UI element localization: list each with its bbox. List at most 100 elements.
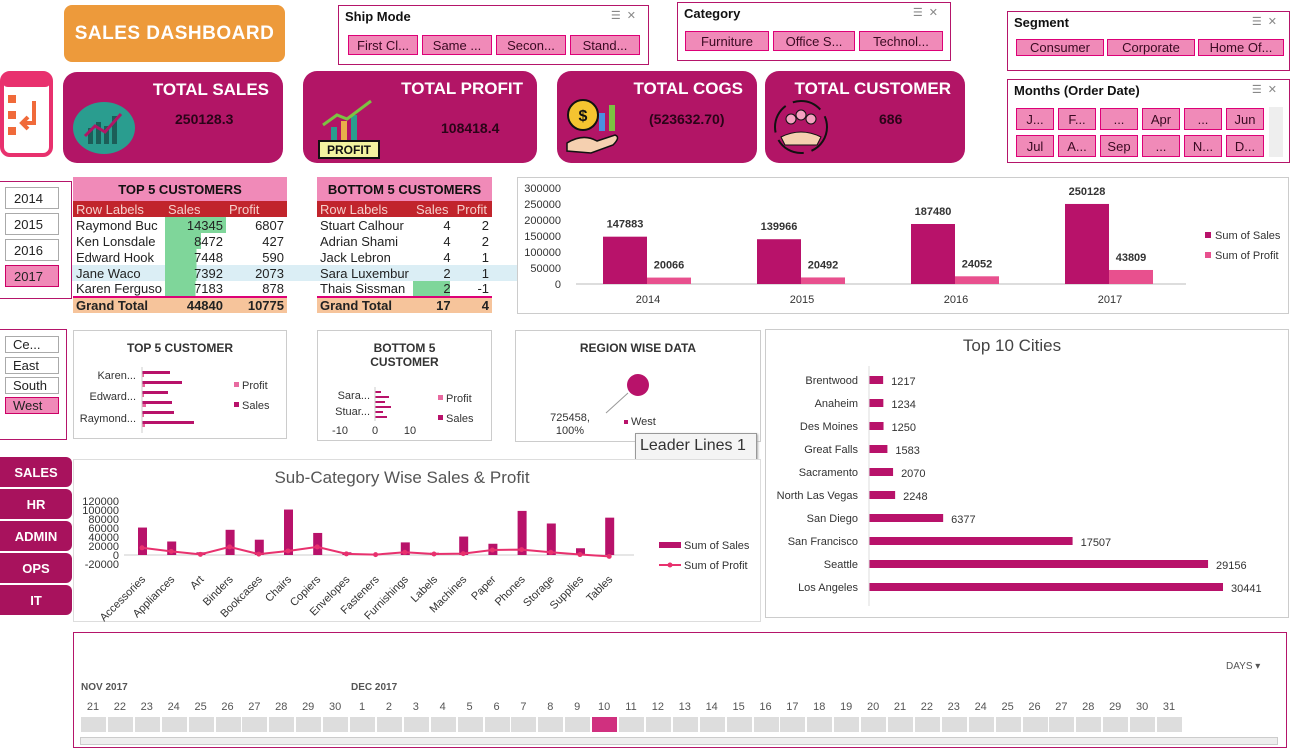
table-row[interactable]: Adrian Shami 4 2 (317, 233, 492, 249)
bar-sales[interactable] (375, 396, 389, 398)
nav-button-ops[interactable]: OPS (0, 553, 72, 583)
bar-sales[interactable] (142, 401, 172, 404)
slicer-item-month[interactable]: ... (1142, 135, 1180, 157)
bar-sales[interactable] (603, 236, 647, 284)
bar-profit[interactable] (142, 374, 144, 377)
bar-profit[interactable] (142, 404, 146, 407)
year-slicer[interactable]: 2014 2015 2016 2017 (0, 181, 72, 299)
bar-sales[interactable] (911, 224, 955, 284)
region-item-west[interactable]: West (5, 397, 59, 414)
line-point[interactable] (489, 547, 495, 553)
timeline-unit-selector[interactable]: DAYS ▾ (1226, 661, 1260, 672)
line-point[interactable] (519, 547, 525, 553)
bar-city[interactable] (869, 422, 884, 430)
table-row[interactable]: Karen Ferguso 7183 878 (73, 281, 287, 297)
timeline-day-cell[interactable] (968, 717, 995, 732)
region-item-east[interactable]: East (5, 357, 59, 374)
bar-sales[interactable] (254, 539, 264, 555)
slicer-item-corporate[interactable]: Corporate (1107, 39, 1195, 56)
table-row[interactable]: Stuart Calhour 4 2 (317, 217, 492, 233)
timeline-day-cell[interactable] (457, 717, 484, 732)
line-point[interactable] (139, 545, 145, 551)
slicer-item-same-day[interactable]: Same ... (422, 35, 492, 55)
timeline-day-cell[interactable] (269, 717, 296, 732)
months-slicer[interactable]: Months (Order Date) ☰✕ J... F...... Apr... J… (1007, 79, 1290, 163)
slicer-item-home-office[interactable]: Home Of... (1198, 39, 1284, 56)
timeline-day-cell[interactable] (188, 717, 215, 732)
timeline-day-cell[interactable] (861, 717, 888, 732)
filter-clear-icon[interactable]: ☰✕ (610, 10, 642, 22)
bar-city[interactable] (869, 399, 884, 407)
bar-sales[interactable] (459, 536, 469, 555)
bar-city[interactable] (869, 468, 894, 476)
line-point[interactable] (431, 551, 437, 557)
timeline-day-cell[interactable] (780, 717, 807, 732)
slicer-item-month[interactable]: N... (1184, 135, 1222, 157)
dashboard-title[interactable]: SALES DASHBOARD (64, 5, 285, 62)
pie-slice-west[interactable] (627, 374, 649, 396)
slicer-item-first-class[interactable]: First Cl... (348, 35, 418, 55)
timeline-day-cell[interactable] (645, 717, 672, 732)
filter-clear-icon[interactable]: ☰✕ (1251, 16, 1283, 28)
table-row[interactable]: Jack Lebron 4 1 (317, 249, 492, 265)
bar-city[interactable] (869, 537, 1073, 545)
bar-sales[interactable] (400, 542, 410, 555)
line-point[interactable] (227, 544, 233, 550)
bottom5-customers-table[interactable]: BOTTOM 5 CUSTOMERS Row Labels Sales Profit… (317, 177, 492, 313)
timeline-day-cell[interactable] (1049, 717, 1076, 732)
bar-sales[interactable] (375, 391, 381, 393)
timeline-day-cell[interactable] (995, 717, 1022, 732)
col-header[interactable]: Row Labels (76, 201, 144, 217)
bar-profit[interactable] (647, 277, 691, 284)
bar-city[interactable] (869, 491, 896, 499)
timeline-day-cell[interactable] (161, 717, 188, 732)
bar-sales[interactable] (142, 371, 170, 374)
slicer-item-month[interactable]: J... (1016, 108, 1054, 130)
region-item-south[interactable]: South (5, 377, 59, 394)
bar-sales[interactable] (605, 517, 615, 555)
bar-sales[interactable] (757, 239, 801, 284)
bar-sales[interactable] (375, 416, 387, 418)
timeline-day-cell[interactable] (538, 717, 565, 732)
bar-profit[interactable] (142, 424, 145, 427)
bar-sales[interactable] (142, 411, 174, 414)
subcategory-sales-profit-chart[interactable]: Sub-Category Wise Sales & Profit 120000 1… (73, 459, 761, 622)
months-scrollbar[interactable] (1269, 107, 1283, 157)
date-timeline[interactable]: DAYS ▾ NOV 2017 DEC 2017 21 22 23 24 25 26 27 2… (73, 632, 1287, 748)
timeline-day-cell[interactable] (484, 717, 511, 732)
slicer-item-furniture[interactable]: Furniture (685, 31, 769, 51)
ship-mode-slicer[interactable]: Ship Mode ☰✕ First Cl... Same ... Secon..… (338, 5, 649, 65)
timeline-scrollbar[interactable] (80, 737, 1278, 745)
nav-button-hr[interactable]: HR (0, 489, 72, 519)
slicer-item-month[interactable]: D... (1226, 135, 1264, 157)
filter-clear-icon[interactable]: ☰✕ (912, 7, 944, 19)
timeline-day-cell[interactable] (914, 717, 941, 732)
timeline-day-cell[interactable] (1130, 717, 1157, 732)
bar-sales[interactable] (167, 541, 177, 556)
timeline-day-cell[interactable] (699, 717, 726, 732)
table-row[interactable]: Thais Sissman 2 -1 (317, 281, 492, 297)
line-point[interactable] (285, 548, 291, 554)
timeline-day-cell[interactable] (941, 717, 968, 732)
line-point[interactable] (343, 551, 349, 557)
timeline-day-cell[interactable] (1103, 717, 1130, 732)
timeline-day-selected[interactable] (592, 717, 619, 732)
filter-clear-icon[interactable]: ☰✕ (1251, 84, 1283, 96)
bar-sales[interactable] (375, 411, 383, 413)
table-row[interactable]: Ken Lonsdale 8472 427 (73, 233, 287, 249)
slicer-item-month[interactable]: ... (1184, 108, 1222, 130)
segment-slicer[interactable]: Segment ☰✕ Consumer Corporate Home Of... (1007, 11, 1290, 71)
line-point[interactable] (606, 553, 612, 559)
slicer-item-month[interactable]: F... (1058, 108, 1096, 130)
timeline-day-cell[interactable] (323, 717, 350, 732)
col-header[interactable]: Row Labels (320, 201, 388, 217)
timeline-day-cell[interactable] (81, 717, 107, 732)
bar-sales[interactable] (284, 509, 293, 555)
timeline-day-cell[interactable] (215, 717, 242, 732)
top5-customer-chart[interactable]: TOP 5 CUSTOMER Raymond... Edward... Karen.… (73, 330, 287, 439)
nav-button-it[interactable]: IT (0, 585, 72, 615)
year-item-2015[interactable]: 2015 (5, 213, 59, 235)
bar-city[interactable] (869, 514, 944, 522)
bar-city[interactable] (869, 445, 888, 453)
slicer-item-technology[interactable]: Technol... (859, 31, 943, 51)
